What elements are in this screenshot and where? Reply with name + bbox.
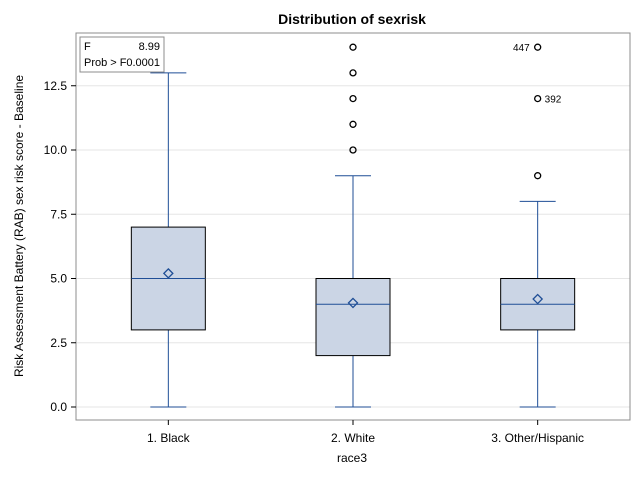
y-tick-label: 5.0 bbox=[50, 272, 67, 286]
mean-marker bbox=[347, 297, 359, 309]
outlier-point bbox=[349, 146, 357, 154]
x-axis-ticks: 1. Black 2. White 3. Other/Hispanic bbox=[147, 420, 584, 445]
box-group bbox=[315, 43, 391, 408]
stats-inset-frame bbox=[79, 36, 165, 73]
box-group bbox=[500, 43, 576, 408]
box-iqr bbox=[315, 278, 391, 357]
outlier-point bbox=[534, 172, 542, 180]
y-tick-label: 7.5 bbox=[50, 207, 67, 221]
outlier-label: 447 bbox=[513, 43, 530, 54]
outlier-label: 392 bbox=[545, 95, 562, 106]
y-axis-title: Risk Assessment Battery (RAB) sex risk s… bbox=[12, 75, 26, 377]
outlier-point bbox=[349, 43, 357, 51]
inset-prob-value: 0.0001 bbox=[126, 57, 160, 69]
inset-prob-label: Prob > F bbox=[84, 57, 127, 69]
y-axis-ticks: 0.0 2.5 5.0 7.5 10.0 12.5 bbox=[44, 79, 76, 414]
box-group bbox=[130, 72, 206, 408]
x-tick-label: 3. Other/Hispanic bbox=[491, 431, 584, 445]
x-tick-label: 1. Black bbox=[147, 431, 191, 445]
outlier-point bbox=[349, 120, 357, 128]
x-axis-title: race3 bbox=[337, 451, 367, 465]
outlier-point bbox=[349, 94, 357, 103]
y-tick-label: 12.5 bbox=[44, 79, 68, 93]
inset-f-label: F bbox=[84, 41, 91, 53]
box-layer: 447 392 bbox=[130, 43, 576, 408]
inset-f-value: 8.99 bbox=[139, 41, 160, 53]
y-tick-label: 2.5 bbox=[50, 336, 67, 350]
chart-title: Distribution of sexrisk bbox=[278, 11, 426, 27]
outlier-point bbox=[534, 94, 542, 103]
mean-marker bbox=[162, 267, 174, 279]
mean-marker bbox=[532, 293, 544, 305]
y-tick-label: 0.0 bbox=[50, 400, 67, 414]
outlier-point bbox=[534, 43, 542, 51]
outlier-point bbox=[349, 69, 357, 77]
stats-inset: F 8.99 Prob > F 0.0001 bbox=[79, 36, 165, 73]
y-tick-label: 10.0 bbox=[44, 143, 68, 157]
x-tick-label: 2. White bbox=[331, 431, 375, 445]
